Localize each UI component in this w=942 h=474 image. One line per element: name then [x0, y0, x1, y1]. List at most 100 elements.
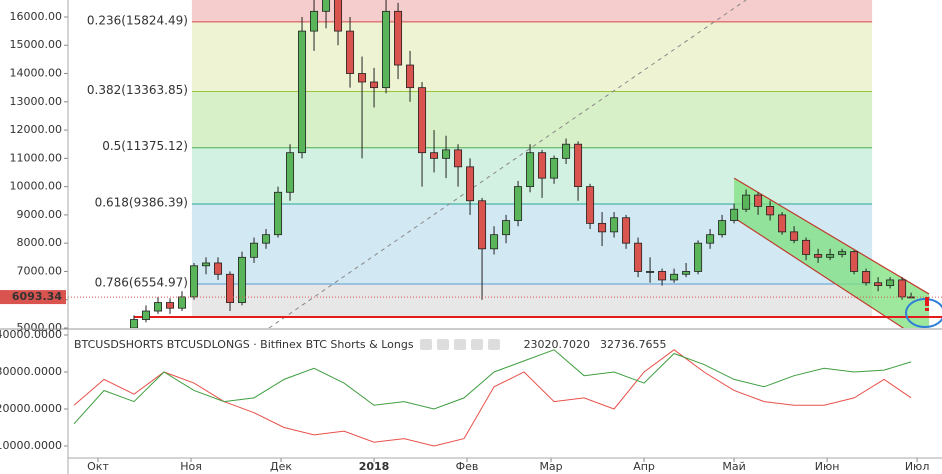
- candle-body: [526, 152, 535, 188]
- channel-line: [733, 217, 905, 328]
- channel-line: [733, 177, 930, 295]
- candle-body: [418, 87, 427, 154]
- candle-body: [358, 73, 367, 83]
- candle-body: [250, 242, 259, 258]
- candle-body: [442, 149, 451, 159]
- candle-body: [874, 282, 883, 286]
- legend-icons: [420, 339, 500, 350]
- indicator-title: BTCUSDSHORTS BTCUSDLONGS · Bitfinex BTC …: [74, 338, 414, 351]
- x-tick-label: 2018: [359, 460, 390, 473]
- candle-body: [166, 302, 175, 309]
- candle-body: [658, 271, 667, 281]
- candle-body: [610, 217, 619, 233]
- candle-body: [754, 194, 763, 207]
- axes: 5000.006000.007000.008000.009000.0010000…: [0, 10, 929, 473]
- icon[interactable]: [420, 339, 432, 350]
- candle-body: [838, 251, 847, 255]
- candle-body: [586, 186, 595, 224]
- candle-body: [490, 234, 499, 250]
- candle-body: [574, 143, 583, 188]
- fib-label: 0.618(9386.39): [95, 195, 188, 209]
- icon[interactable]: [471, 339, 483, 350]
- y-tick-label: 13000.00: [10, 95, 63, 108]
- candle-body: [514, 186, 523, 221]
- candle-body: [226, 273, 235, 303]
- x-tick-label: Апр: [633, 460, 655, 473]
- candle-body: [862, 271, 871, 284]
- icon[interactable]: [437, 339, 449, 350]
- indicator-pane: [73, 349, 912, 447]
- candle-body: [130, 319, 139, 328]
- candle-body: [766, 206, 775, 216]
- x-tick-label: Ноя: [180, 460, 202, 473]
- candle-body: [706, 234, 715, 244]
- candle-body: [178, 296, 187, 309]
- candle-body: [466, 166, 475, 202]
- fib-zone: [191, 21, 873, 92]
- candle-body: [238, 256, 247, 303]
- y-tick-label: 16000.00: [10, 10, 63, 23]
- price-pane: 0.236(15824.49) 0.382(13363.85) 0.5(11375.…: [68, 0, 942, 328]
- y-tick-label: 9000.00: [17, 208, 63, 221]
- fib-zone: [191, 91, 873, 148]
- candle-body: [646, 271, 655, 273]
- candle-body: [850, 251, 859, 272]
- candle-body: [742, 194, 751, 210]
- fib-label: 0.236(15824.49): [87, 13, 188, 27]
- y-tick-label: 30000.0000: [0, 365, 62, 378]
- x-tick-label: Май: [722, 460, 745, 473]
- candle-body: [478, 200, 487, 250]
- fib-label: 0.5(11375.12): [102, 139, 188, 153]
- candle-body: [334, 0, 343, 32]
- last-price-box: [0, 290, 66, 305]
- trendline: [268, 0, 747, 328]
- candle-body: [262, 234, 271, 244]
- candle-body: [454, 149, 463, 168]
- candle-body: [406, 64, 415, 89]
- alert-marker: [905, 297, 942, 328]
- candle-body: [814, 254, 823, 258]
- candle-body: [826, 254, 835, 258]
- candle-body: [562, 143, 571, 159]
- candle-body: [550, 157, 559, 179]
- exclamation: [925, 297, 929, 306]
- icon[interactable]: [488, 339, 500, 350]
- y-tick-label: 10000.00: [10, 180, 63, 193]
- candle-body: [694, 242, 703, 272]
- candle-body: [154, 302, 163, 312]
- x-tick-label: Окт: [87, 460, 109, 473]
- candle-body: [394, 10, 403, 66]
- candle-body: [538, 152, 547, 179]
- y-tick-label: 8000.00: [17, 236, 63, 249]
- candle-body: [298, 30, 307, 154]
- y-tick-label: 7000.00: [17, 264, 63, 277]
- candle-body: [190, 265, 199, 298]
- icon[interactable]: [454, 339, 466, 350]
- candle-body: [202, 262, 211, 267]
- series-line: [73, 349, 912, 447]
- candle-body: [778, 214, 787, 233]
- y-tick-label: 5000.00: [17, 321, 63, 334]
- candle-body: [886, 279, 895, 286]
- candle-body: [382, 10, 391, 89]
- series-line: [73, 349, 912, 425]
- candle-body: [730, 208, 739, 221]
- candle-body: [670, 273, 679, 281]
- candle-body: [310, 10, 319, 32]
- fib-label: 0.382(13363.85): [87, 83, 188, 97]
- candle-body: [142, 310, 151, 320]
- y-tick-label: 10000.0000: [0, 439, 62, 452]
- y-tick-label: 12000.00: [10, 123, 63, 136]
- x-tick-label: Фев: [456, 460, 479, 473]
- candle-body: [598, 222, 607, 233]
- exclamation-dot: [925, 308, 929, 311]
- fib-label: 0.786(6554.97): [95, 276, 188, 290]
- candle-body: [718, 220, 727, 236]
- candle-body: [214, 262, 223, 275]
- candle-body: [682, 271, 691, 275]
- candle-body: [790, 231, 799, 241]
- fib-zone: [191, 0, 873, 22]
- fib-zone: [191, 284, 873, 318]
- y-tick-label: 11000.00: [10, 151, 63, 164]
